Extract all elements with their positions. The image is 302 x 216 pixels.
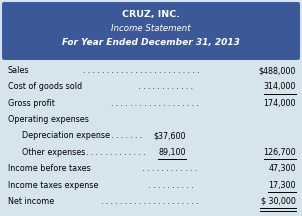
Text: Income taxes expense: Income taxes expense — [8, 181, 98, 189]
Text: 174,000: 174,000 — [264, 99, 296, 108]
Text: . . . . . . . . . . . . . . . . . . . . .: . . . . . . . . . . . . . . . . . . . . … — [101, 197, 198, 206]
Text: 89,100: 89,100 — [159, 148, 186, 157]
Text: $37,600: $37,600 — [153, 132, 186, 140]
Text: 314,000: 314,000 — [264, 83, 296, 91]
Text: Depreciation expense: Depreciation expense — [22, 132, 110, 140]
Text: 47,300: 47,300 — [268, 164, 296, 173]
Text: . . . . . . . . . . . . . . . . . . . . . . . . .: . . . . . . . . . . . . . . . . . . . . … — [83, 66, 199, 75]
Text: $ 30,000: $ 30,000 — [261, 197, 296, 206]
Text: Net income: Net income — [8, 197, 54, 206]
Text: Depreciation expense . . . . . . . . . .: Depreciation expense . . . . . . . . . . — [23, 132, 161, 140]
Text: . . . . . . . . . . . . . . . . . . .: . . . . . . . . . . . . . . . . . . . — [111, 99, 199, 108]
Text: . . . . . . . . . .: . . . . . . . . . . — [146, 181, 194, 189]
Text: Sales . . . . . . . . . . . . . . . . . . . . . . . . .: Sales . . . . . . . . . . . . . . . . . … — [9, 66, 156, 75]
Text: Operating expenses: Operating expenses — [8, 115, 89, 124]
Text: Net income . . . . . . . . . . . . . . . . . . . . .: Net income . . . . . . . . . . . . . . .… — [9, 197, 160, 206]
Text: CRUZ, INC.: CRUZ, INC. — [122, 10, 180, 19]
Text: Cost of goods sold  . . . . . . . . . . . .: Cost of goods sold . . . . . . . . . . .… — [9, 83, 146, 91]
Text: . . . . . . . . . . . .: . . . . . . . . . . . . — [136, 83, 193, 91]
Text: Cost of goods sold: Cost of goods sold — [8, 83, 82, 91]
Text: Other expenses: Other expenses — [22, 148, 85, 157]
Text: Income before taxes: Income before taxes — [8, 164, 91, 173]
Text: . . . . . . . . . .: . . . . . . . . . . — [97, 132, 142, 140]
Text: Income Statement: Income Statement — [111, 24, 191, 33]
Text: Gross profit: Gross profit — [8, 99, 55, 108]
Text: Income taxes expense  . . . . . . . . . .: Income taxes expense . . . . . . . . . . — [9, 181, 152, 189]
Text: Sales: Sales — [8, 66, 30, 75]
Text: Gross profit . . . . . . . . . . . . . . . . . . .: Gross profit . . . . . . . . . . . . . .… — [9, 99, 151, 108]
Text: 126,700: 126,700 — [263, 148, 296, 157]
Text: . . . . . . . . . . . .: . . . . . . . . . . . . — [140, 164, 197, 173]
Text: Income before taxes  . . . . . . . . . . . .: Income before taxes . . . . . . . . . . … — [9, 164, 154, 173]
Text: For Year Ended December 31, 2013: For Year Ended December 31, 2013 — [62, 38, 240, 47]
Text: . . . . . . . . . . . . . .: . . . . . . . . . . . . . . — [79, 148, 146, 157]
Text: $488,000: $488,000 — [259, 66, 296, 75]
FancyBboxPatch shape — [1, 1, 301, 61]
Text: Other expenses  . . . . . . . . . . . . . .: Other expenses . . . . . . . . . . . . .… — [23, 148, 159, 157]
Text: 17,300: 17,300 — [268, 181, 296, 189]
